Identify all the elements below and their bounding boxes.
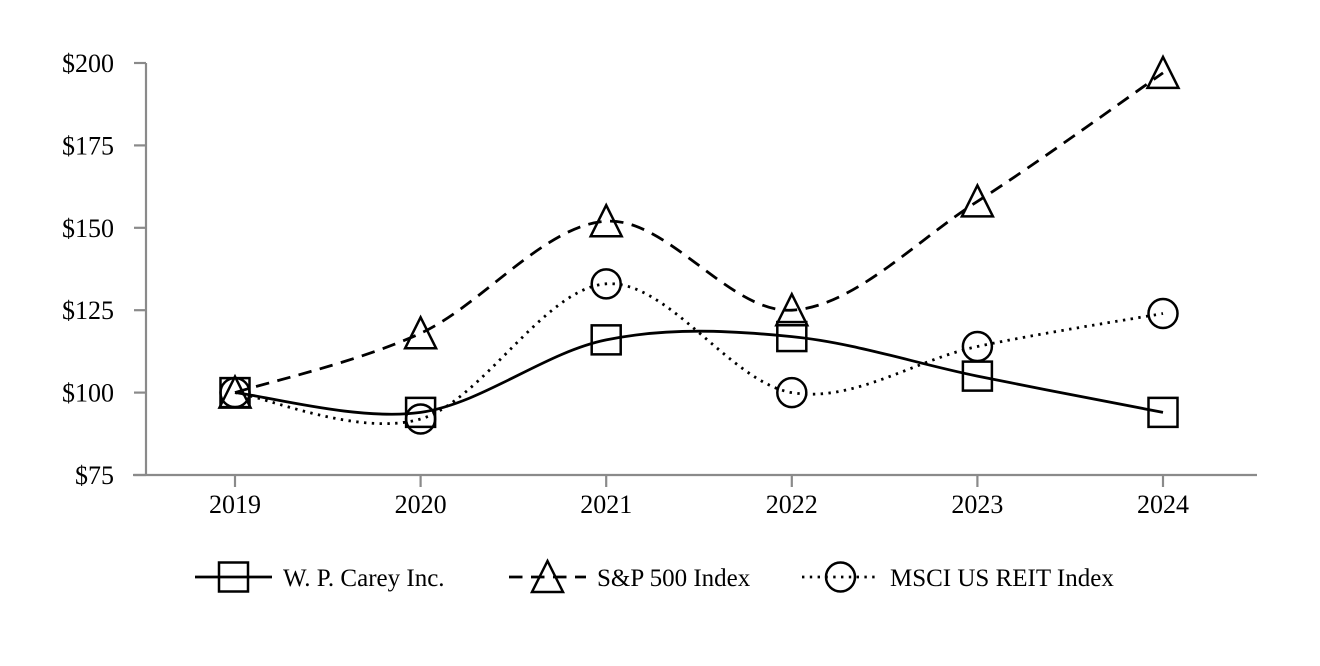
- legend-label: S&P 500 Index: [597, 565, 751, 592]
- x-tick-label: 2021: [580, 490, 632, 519]
- data-point-triangle-marker: [403, 314, 439, 350]
- series-line-triangle: [234, 71, 1164, 394]
- series-line-circle: [234, 282, 1164, 426]
- legend-triangle-marker: [529, 558, 566, 594]
- data-point-triangle-marker: [774, 291, 810, 327]
- legend-label: MSCI US REIT Index: [890, 565, 1114, 592]
- y-tick-label: $150: [62, 214, 114, 243]
- y-tick-label: $100: [62, 379, 114, 408]
- data-point-circle-marker: [776, 376, 808, 409]
- data-point-circle-marker: [590, 268, 622, 300]
- legend-circle-marker: [824, 561, 857, 593]
- data-point-triangle-marker: [1145, 54, 1181, 90]
- data-point-square-marker: [404, 396, 437, 429]
- x-tick-label: 2023: [951, 490, 1003, 519]
- y-tick-label: $125: [62, 296, 114, 325]
- y-tick-label: $200: [62, 49, 114, 78]
- x-tick-label: 2024: [1137, 490, 1189, 519]
- series-line-square: [234, 329, 1164, 416]
- data-point-square-marker: [1147, 396, 1179, 429]
- legend-label: W. P. Carey Inc.: [283, 565, 445, 592]
- data-point-triangle-marker: [588, 202, 624, 238]
- x-tick-label: 2020: [395, 490, 447, 519]
- y-tick-label: $75: [75, 461, 114, 490]
- x-tick-label: 2019: [209, 490, 261, 519]
- data-point-circle-marker: [961, 330, 994, 363]
- data-point-circle-marker: [219, 376, 251, 409]
- data-point-square-marker: [776, 320, 808, 353]
- data-point-circle-marker: [1147, 297, 1179, 330]
- data-point-triangle-marker: [959, 182, 995, 218]
- y-tick-label: $175: [62, 131, 114, 160]
- legend-square-marker: [217, 561, 250, 593]
- x-tick-label: 2022: [766, 490, 818, 519]
- data-point-circle-marker: [404, 403, 437, 435]
- data-point-square-marker: [590, 324, 622, 356]
